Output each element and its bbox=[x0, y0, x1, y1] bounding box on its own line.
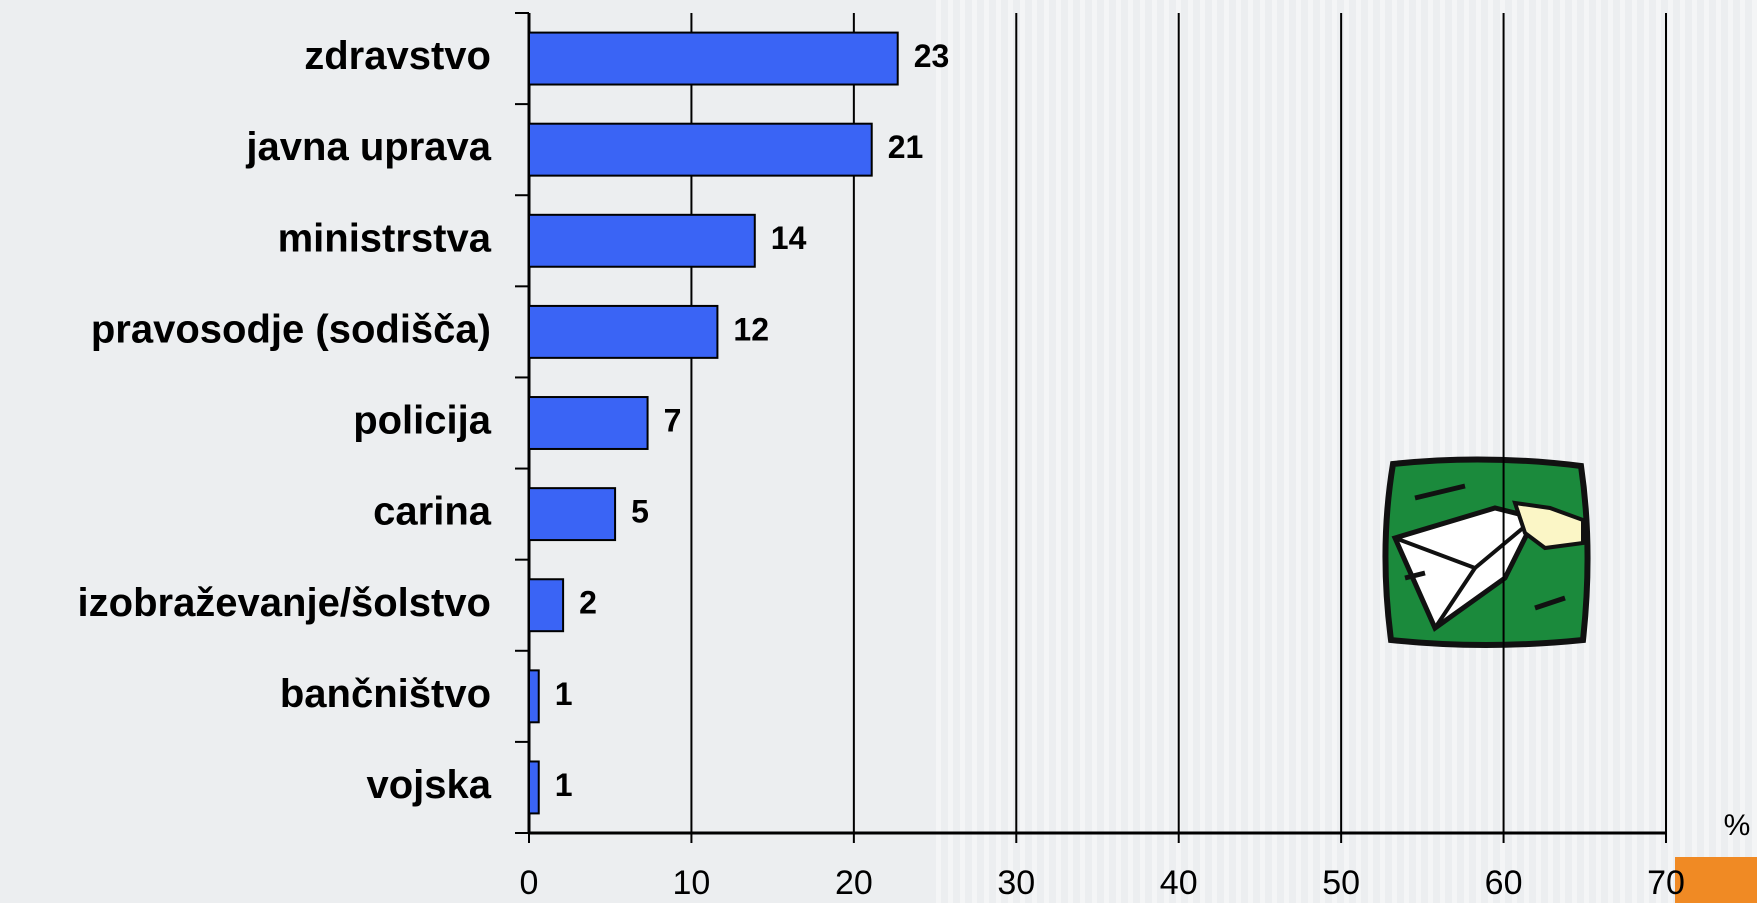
x-unit: % bbox=[1724, 809, 1751, 842]
value-label: 1 bbox=[555, 767, 573, 803]
y-tick-label: pravosodje (sodišča) bbox=[91, 307, 491, 351]
bar bbox=[528, 578, 565, 633]
y-tick-label: izobraževanje/šolstvo bbox=[78, 581, 491, 625]
value-label: 2 bbox=[579, 585, 597, 621]
bar bbox=[528, 213, 756, 268]
value-label: 5 bbox=[631, 494, 649, 530]
value-label: 21 bbox=[888, 129, 924, 165]
x-tick-label: 30 bbox=[997, 864, 1035, 902]
value-label: 23 bbox=[914, 38, 950, 74]
x-tick-label: 60 bbox=[1485, 864, 1523, 902]
x-tick-label: 50 bbox=[1322, 864, 1360, 902]
bar bbox=[528, 760, 540, 815]
x-tick-label: 40 bbox=[1160, 864, 1198, 902]
x-tick-label: 10 bbox=[673, 864, 711, 902]
x-tick-label: 70 bbox=[1647, 864, 1685, 902]
y-tick-label: ministrstva bbox=[278, 216, 492, 260]
bar bbox=[528, 487, 617, 542]
bar bbox=[528, 304, 719, 359]
y-tick-label: policija bbox=[353, 399, 492, 443]
y-tick-label: bančništvo bbox=[280, 672, 491, 716]
y-tick-label: carina bbox=[373, 490, 492, 534]
value-label: 7 bbox=[664, 402, 682, 438]
background-stripes bbox=[930, 0, 1757, 903]
bar bbox=[528, 396, 649, 450]
y-tick-label: zdravstvo bbox=[304, 34, 491, 78]
x-tick-label: 20 bbox=[835, 864, 873, 902]
bar bbox=[528, 669, 540, 724]
x-tick-label: 0 bbox=[520, 864, 539, 902]
corner-accent bbox=[1675, 857, 1757, 903]
y-tick-label: vojska bbox=[366, 763, 491, 807]
y-tick-label: javna uprava bbox=[245, 125, 491, 169]
value-label: 14 bbox=[771, 220, 807, 256]
bar bbox=[528, 122, 873, 177]
bar bbox=[528, 31, 899, 86]
clipart bbox=[1382, 456, 1591, 648]
value-label: 12 bbox=[733, 311, 769, 347]
value-label: 1 bbox=[555, 676, 573, 712]
